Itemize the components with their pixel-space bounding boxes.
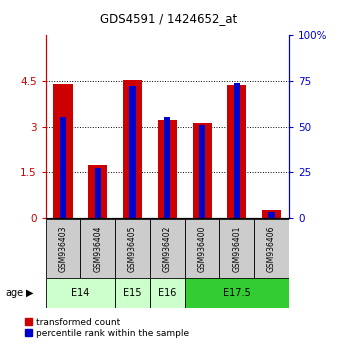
Text: GSM936405: GSM936405 bbox=[128, 225, 137, 272]
FancyBboxPatch shape bbox=[185, 219, 219, 278]
Bar bbox=[95, 169, 101, 218]
Text: E17.5: E17.5 bbox=[223, 288, 251, 298]
Bar bbox=[158, 120, 177, 218]
Text: E16: E16 bbox=[158, 288, 176, 298]
Bar bbox=[199, 125, 205, 218]
Text: E14: E14 bbox=[71, 288, 90, 298]
FancyBboxPatch shape bbox=[46, 219, 80, 278]
Bar bbox=[193, 123, 212, 218]
FancyBboxPatch shape bbox=[219, 219, 254, 278]
FancyBboxPatch shape bbox=[150, 219, 185, 278]
Bar bbox=[234, 83, 240, 218]
Bar bbox=[129, 86, 136, 218]
Bar bbox=[262, 210, 281, 218]
Text: GSM936401: GSM936401 bbox=[232, 225, 241, 272]
Bar bbox=[53, 84, 73, 218]
Text: GSM936404: GSM936404 bbox=[93, 225, 102, 272]
Text: ▶: ▶ bbox=[26, 288, 33, 298]
FancyBboxPatch shape bbox=[115, 278, 150, 308]
Bar bbox=[227, 85, 246, 218]
FancyBboxPatch shape bbox=[80, 219, 115, 278]
Bar bbox=[164, 118, 170, 218]
Text: GDS4591 / 1424652_at: GDS4591 / 1424652_at bbox=[100, 12, 238, 25]
Bar bbox=[123, 80, 142, 218]
Bar bbox=[60, 118, 66, 218]
FancyBboxPatch shape bbox=[115, 219, 150, 278]
Text: GSM936402: GSM936402 bbox=[163, 225, 172, 272]
Text: GSM936406: GSM936406 bbox=[267, 225, 276, 272]
FancyBboxPatch shape bbox=[46, 278, 115, 308]
Text: GSM936400: GSM936400 bbox=[198, 225, 207, 272]
Text: GSM936403: GSM936403 bbox=[58, 225, 68, 272]
Legend: transformed count, percentile rank within the sample: transformed count, percentile rank withi… bbox=[25, 318, 189, 338]
Bar bbox=[268, 212, 275, 218]
Bar bbox=[88, 165, 107, 218]
Text: age: age bbox=[5, 288, 23, 298]
Text: E15: E15 bbox=[123, 288, 142, 298]
FancyBboxPatch shape bbox=[185, 278, 289, 308]
FancyBboxPatch shape bbox=[254, 219, 289, 278]
FancyBboxPatch shape bbox=[150, 278, 185, 308]
